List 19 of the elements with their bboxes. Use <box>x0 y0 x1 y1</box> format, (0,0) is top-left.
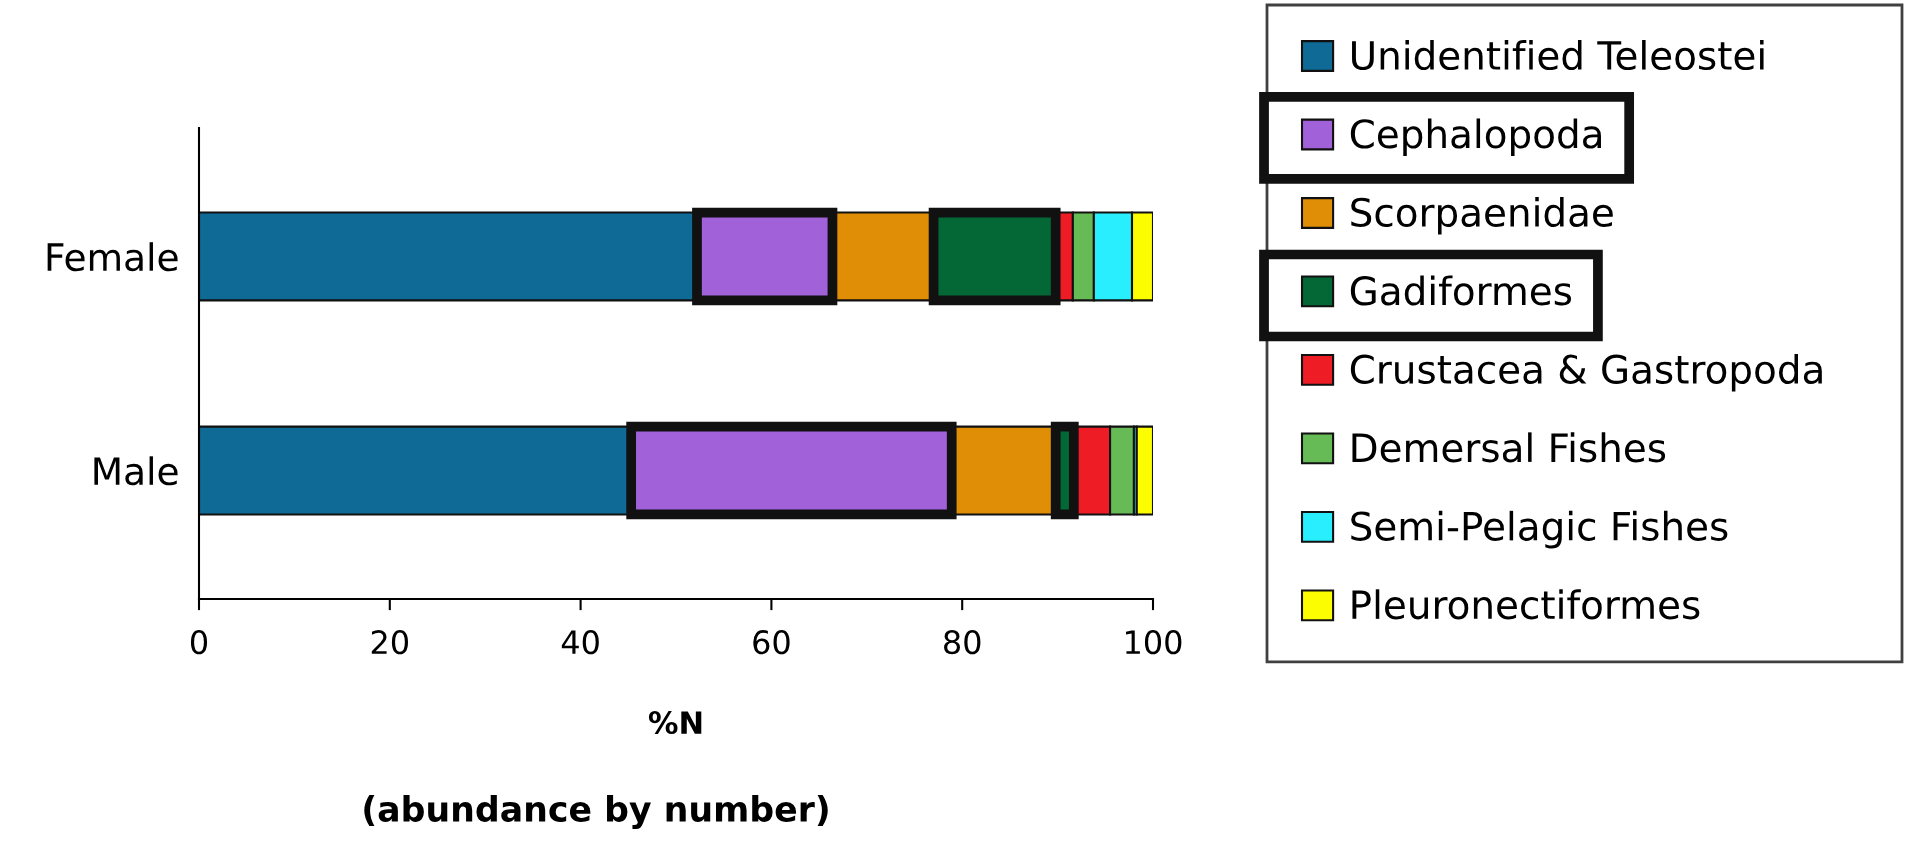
legend-label: Unidentified Teleostei <box>1352 40 1764 71</box>
x-tick-label: 0 <box>190 630 208 655</box>
x-tick-label: 20 <box>371 630 408 655</box>
legend-label: Pleuronectiformes <box>1352 589 1700 620</box>
legend-label: Semi-Pelagic Fishes <box>1351 510 1728 549</box>
x-tick-label: 80 <box>944 630 981 655</box>
legend-label: Scorpaenidae <box>1351 196 1613 235</box>
x-axis-title: %N <box>648 711 702 735</box>
x-tick-label: 60 <box>753 630 790 655</box>
y-tick-label: Male <box>94 456 178 486</box>
text: (abundance by number) <box>364 795 828 829</box>
x-tick-label: 40 <box>561 630 599 655</box>
legend-label: Cephalopoda <box>1350 118 1601 157</box>
y-tick-label: Female <box>47 242 178 272</box>
x-tick-label: 100 <box>1126 630 1182 655</box>
legend-label: Gadiformes <box>1350 275 1572 306</box>
bar <box>1135 425 1153 516</box>
legend-label: Demersal Fishes <box>1352 432 1666 463</box>
legend-label: Crustacea & Gastropoda <box>1350 353 1822 392</box>
